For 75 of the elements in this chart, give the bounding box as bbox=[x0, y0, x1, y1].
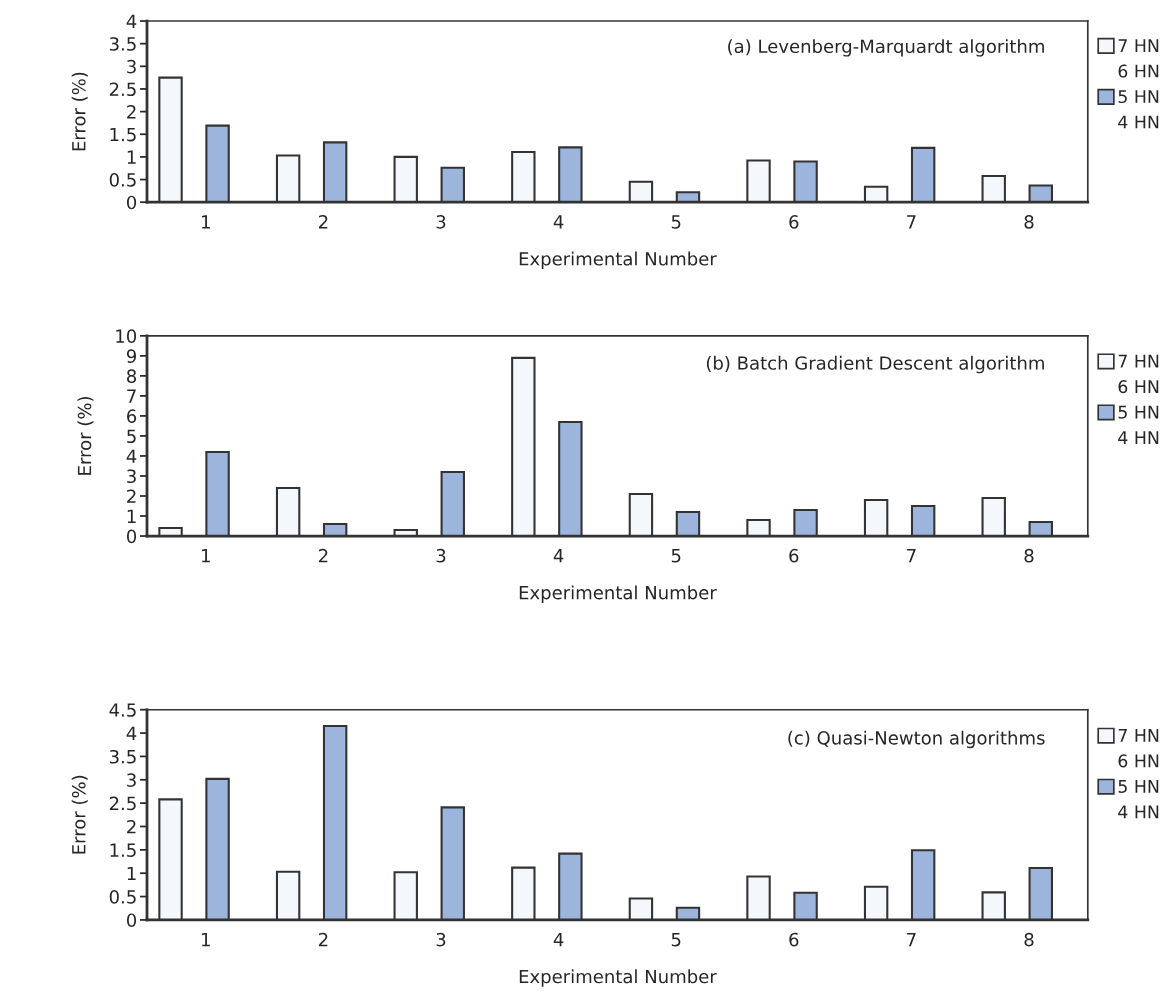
text: 6 HN bbox=[1118, 754, 1159, 768]
x-tick-label: 6 bbox=[789, 215, 799, 229]
y-tick-label: 6 bbox=[127, 409, 137, 424]
y-tick-label: 1.5 bbox=[110, 127, 136, 142]
legend-label: 7 HN bbox=[1118, 729, 1159, 742]
legend-label: 5 HN bbox=[1118, 405, 1159, 419]
y-tick-label: 3 bbox=[127, 59, 136, 74]
x-tick-label: 8 bbox=[1024, 932, 1034, 947]
y-tick-label: 2.5 bbox=[109, 796, 136, 811]
y-tick-label: 4 bbox=[126, 449, 137, 463]
x-tick-label: 7 bbox=[907, 215, 916, 229]
y-axis-title: Error (%) bbox=[71, 72, 88, 151]
legend-label: 7 HN bbox=[1118, 39, 1159, 52]
y-tick-label: 7 bbox=[127, 389, 136, 403]
x-tick-label: 3 bbox=[436, 932, 446, 947]
y-tick-label: 0 bbox=[126, 913, 137, 928]
text: (c) Quasi-Newton algorithms bbox=[788, 730, 1045, 749]
text: 4 HN bbox=[1118, 431, 1159, 444]
text: 4 HN bbox=[1118, 115, 1159, 129]
text: (b) Batch Gradient Descent algorithm bbox=[706, 355, 1044, 374]
y-tick-label: 4 bbox=[126, 14, 137, 28]
x-tick-label: 3 bbox=[436, 548, 446, 563]
x-tick-label: 3 bbox=[436, 215, 446, 229]
x-tick-label: 4 bbox=[553, 549, 564, 563]
y-tick-label: 0.5 bbox=[109, 173, 136, 187]
y-tick-label: 2 bbox=[127, 489, 136, 503]
legend-label: 7 HN bbox=[1118, 354, 1159, 368]
y-tick-label: 8 bbox=[127, 369, 137, 383]
x-tick-label: 2 bbox=[318, 215, 328, 229]
y-tick-label: 3 bbox=[127, 773, 136, 787]
x-axis-title: Experimental Number bbox=[519, 251, 717, 270]
x-tick-label: 1 bbox=[202, 549, 210, 563]
x-tick-label: 6 bbox=[789, 932, 799, 947]
x-tick-label: 8 bbox=[1024, 215, 1034, 229]
y-tick-label: 5 bbox=[127, 429, 136, 444]
text: 6 HN bbox=[1118, 380, 1159, 394]
y-tick-label: 3.5 bbox=[109, 749, 136, 764]
y-tick-label: 2.5 bbox=[109, 82, 136, 97]
x-tick-label: 6 bbox=[789, 548, 799, 563]
x-tick-label: 1 bbox=[202, 215, 210, 229]
x-tick-label: 1 bbox=[202, 932, 210, 947]
x-tick-label: 2 bbox=[318, 932, 328, 947]
text: 6 HN bbox=[1118, 64, 1159, 78]
y-tick-label: 0.5 bbox=[109, 890, 136, 904]
text: 4 HN bbox=[1118, 805, 1159, 819]
y-tick-label: 0 bbox=[126, 529, 137, 544]
x-tick-label: 7 bbox=[907, 932, 916, 947]
x-tick-label: 7 bbox=[907, 549, 916, 563]
y-tick-label: 2 bbox=[127, 819, 136, 834]
x-axis-title: Experimental Number bbox=[519, 969, 717, 987]
y-tick-label: 2 bbox=[127, 105, 136, 119]
y-axis-title: Error (%) bbox=[77, 396, 94, 475]
text: (a) Levenberg-Marquardt algorithm bbox=[728, 39, 1044, 57]
legend-label: 5 HN bbox=[1118, 780, 1159, 793]
x-tick-label: 5 bbox=[671, 932, 681, 947]
y-tick-label: 1 bbox=[127, 866, 136, 881]
y-tick-label: 1 bbox=[127, 509, 136, 523]
y-tick-label: 3 bbox=[127, 469, 136, 484]
y-tick-label: 4 bbox=[126, 726, 137, 740]
x-tick-label: 8 bbox=[1024, 548, 1034, 563]
y-tick-label: 3.5 bbox=[109, 37, 136, 51]
x-tick-label: 4 bbox=[553, 932, 564, 947]
y-axis-title: Error (%) bbox=[71, 775, 88, 854]
x-tick-label: 5 bbox=[671, 215, 681, 229]
y-tick-label: 9 bbox=[126, 349, 137, 363]
x-tick-label: 2 bbox=[318, 548, 328, 563]
y-tick-label: 1 bbox=[127, 150, 136, 164]
y-tick-label: 0 bbox=[126, 195, 137, 210]
x-tick-label: 4 bbox=[553, 215, 564, 229]
y-tick-label: 4.5 bbox=[109, 703, 136, 717]
legend-label: 5 HN bbox=[1118, 90, 1159, 104]
y-tick-label: 1.5 bbox=[110, 843, 136, 857]
x-tick-label: 5 bbox=[671, 549, 681, 563]
y-tick-label: 10 bbox=[116, 329, 137, 343]
x-axis-title: Experimental Number bbox=[519, 585, 717, 603]
